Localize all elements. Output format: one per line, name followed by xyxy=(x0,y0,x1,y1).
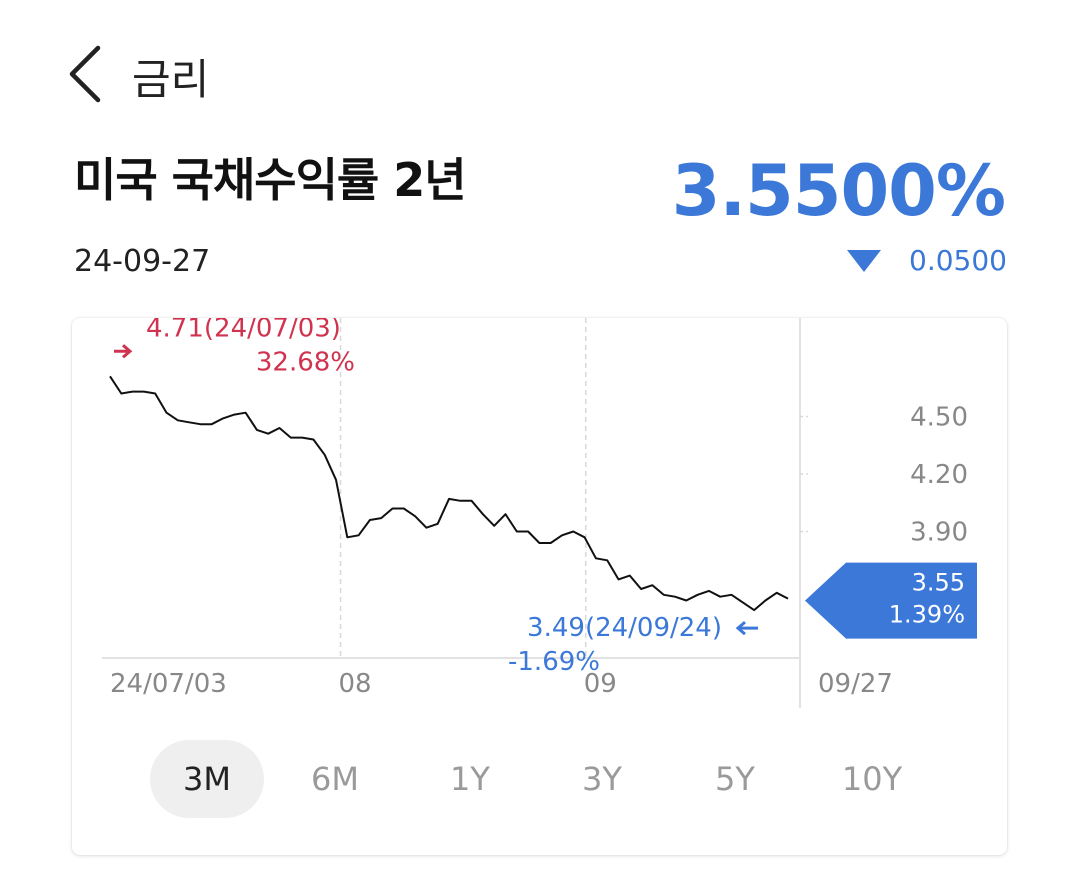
low-pct: -1.69% xyxy=(508,647,600,677)
arrow-head xyxy=(122,344,133,359)
series-line xyxy=(109,375,789,612)
tab-5y[interactable]: 5Y xyxy=(715,760,755,798)
last-value-pct: 1.39% xyxy=(889,601,965,629)
back-button[interactable] xyxy=(62,44,112,104)
y-tick-label: 4.50 xyxy=(910,403,968,433)
x-tick-label: 24/07/03 xyxy=(110,669,227,699)
x-tick-label: 08 xyxy=(339,669,372,699)
current-price: 3.5500% xyxy=(671,150,1006,232)
arrow-head xyxy=(735,620,746,636)
low-label: 3.49(24/09/24) xyxy=(527,613,722,643)
high-pct: 32.68% xyxy=(256,347,355,377)
price-change: 0.0500 xyxy=(847,244,1007,277)
chart-card: 4.50 4.20 3.90 24/07/03 08 09 09/27 4.71(24/07… xyxy=(72,318,1007,855)
chevron-left-icon xyxy=(69,45,101,103)
y-tick-label: 4.20 xyxy=(910,460,968,490)
tab-1y[interactable]: 1Y xyxy=(450,760,490,798)
x-tick-label: 09 xyxy=(584,669,617,699)
header: 금리 xyxy=(0,0,1079,130)
arrow-right-icon xyxy=(114,344,133,359)
triangle-down-icon xyxy=(847,249,882,272)
x-tick-label: 09/27 xyxy=(818,669,893,699)
last-value-flag xyxy=(805,562,977,639)
instrument-name: 미국 국채수익률 2년 xyxy=(74,153,467,207)
arrow-left-icon xyxy=(735,620,758,636)
change-value: 0.0500 xyxy=(909,244,1007,277)
last-value-label: 3.55 xyxy=(912,569,965,597)
tab-3y[interactable]: 3Y xyxy=(582,760,622,798)
page-title: 금리 xyxy=(132,55,210,104)
y-tick-label: 3.90 xyxy=(910,518,968,548)
line-chart[interactable]: 4.50 4.20 3.90 24/07/03 08 09 09/27 4.71(24/07… xyxy=(72,318,1007,738)
high-label: 4.71(24/07/03) xyxy=(146,318,341,343)
tab-6m[interactable]: 6M xyxy=(311,760,359,798)
period-tabs: 3M 6M 1Y 3Y 5Y 10Y xyxy=(150,740,930,818)
tab-10y[interactable]: 10Y xyxy=(841,760,903,798)
tab-3m[interactable]: 3M xyxy=(150,740,264,818)
quote-date: 24-09-27 xyxy=(74,244,211,279)
